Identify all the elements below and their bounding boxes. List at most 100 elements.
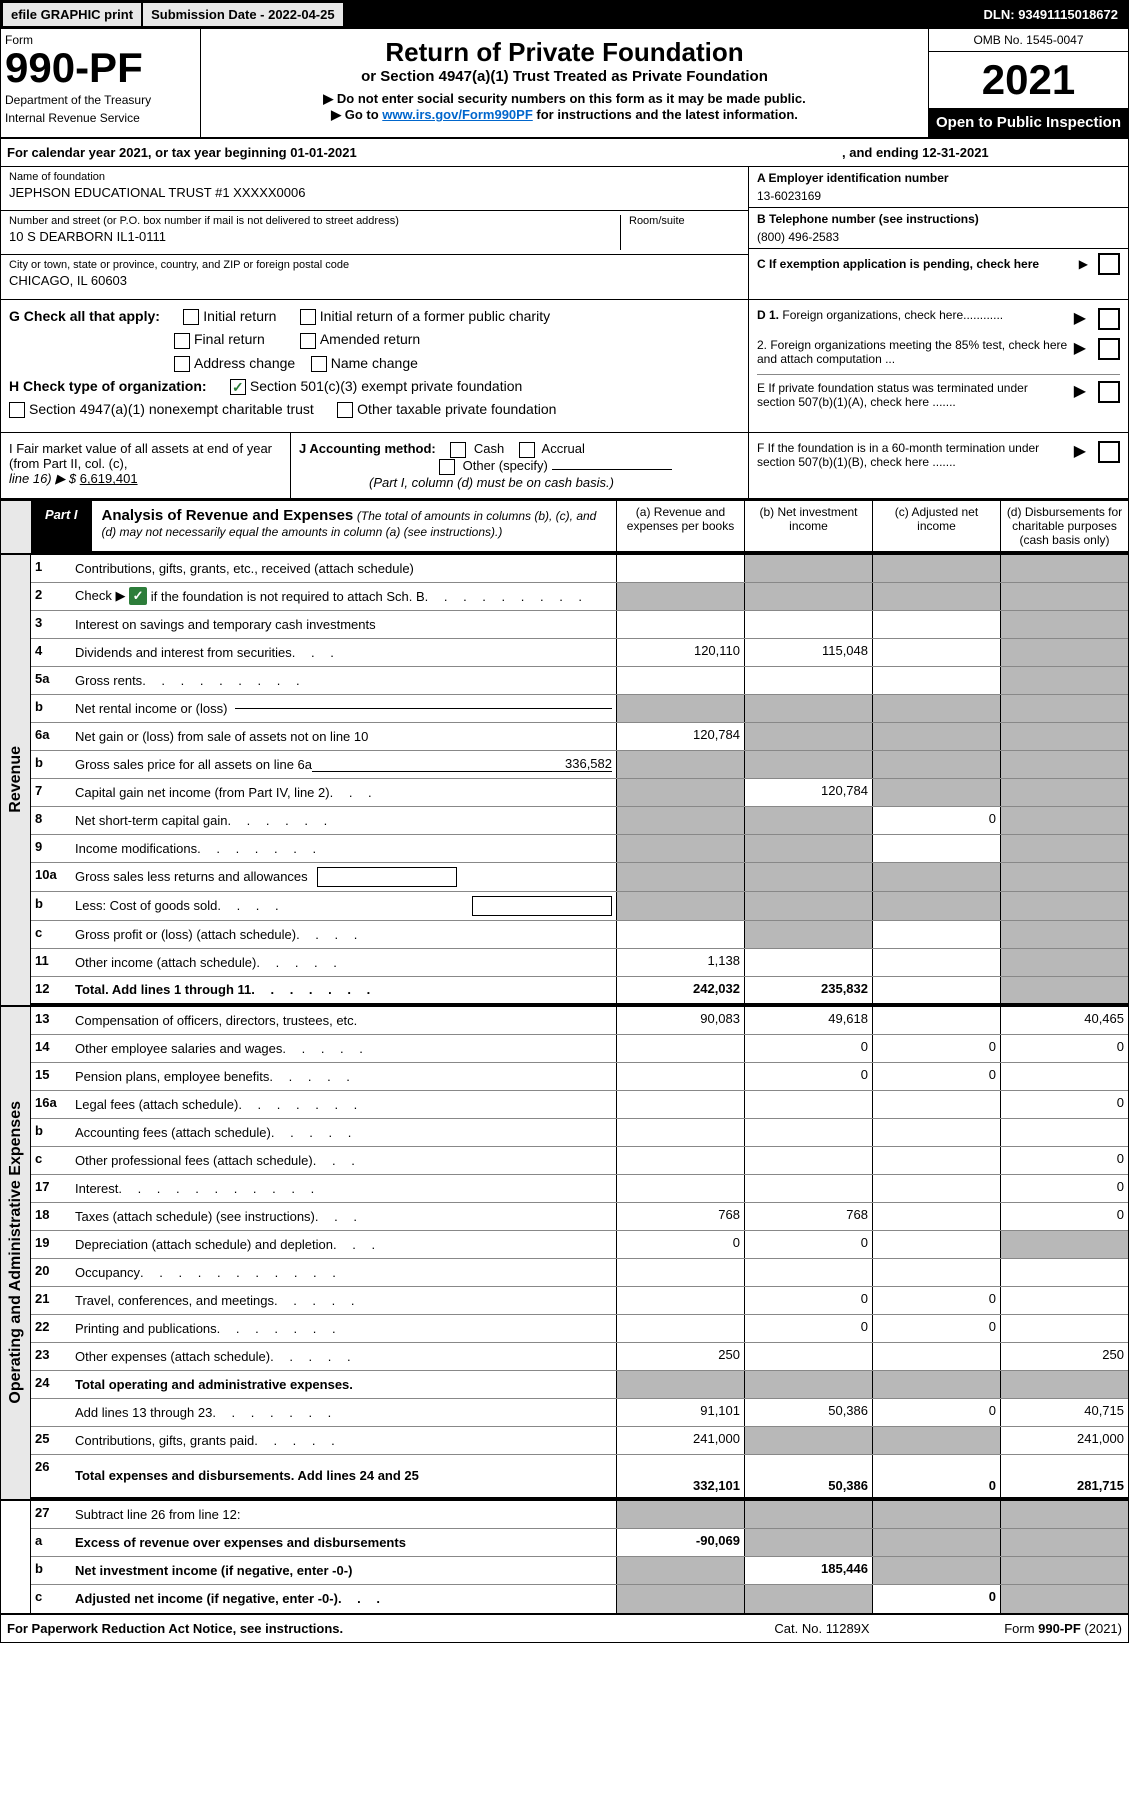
r13-b: 49,618 xyxy=(744,1007,872,1034)
r4-a: 120,110 xyxy=(616,639,744,666)
r19-a: 0 xyxy=(616,1231,744,1258)
calendar-begin: For calendar year 2021, or tax year begi… xyxy=(7,145,842,160)
r6b: Gross sales price for all assets on line… xyxy=(71,751,616,778)
form-subtitle: or Section 4947(a)(1) Trust Treated as P… xyxy=(209,68,920,85)
form-footer: Form 990-PF (2021) xyxy=(922,1621,1122,1636)
ein-value: 13-6023169 xyxy=(757,185,1120,203)
h-row: H Check type of organization: Section 50… xyxy=(9,378,740,395)
final-return-checkbox[interactable] xyxy=(174,333,190,349)
other-taxable-checkbox[interactable] xyxy=(337,402,353,418)
initial-return-checkbox[interactable] xyxy=(183,309,199,325)
open-public: Open to Public Inspection xyxy=(929,108,1128,137)
street-address: 10 S DEARBORN IL1-0111 xyxy=(9,227,620,244)
h-label: H Check type of organization: xyxy=(9,378,207,394)
r3: Interest on savings and temporary cash i… xyxy=(71,611,616,638)
phone-value: (800) 496-2583 xyxy=(757,226,1120,244)
d2-label: 2. Foreign organizations meeting the 85%… xyxy=(757,338,1068,366)
r24: Total operating and administrative expen… xyxy=(71,1371,616,1398)
r7-b: 120,784 xyxy=(744,779,872,806)
r18-a: 768 xyxy=(616,1203,744,1230)
r4-b: 115,048 xyxy=(744,639,872,666)
f-checkbox[interactable] xyxy=(1098,441,1120,463)
r16c-d: 0 xyxy=(1000,1147,1128,1174)
r18: Taxes (attach schedule) (see instruction… xyxy=(71,1203,616,1230)
ein-label: A Employer identification number xyxy=(757,171,1120,185)
r24-a: 91,101 xyxy=(616,1399,744,1426)
r5b: Net rental income or (loss) xyxy=(71,695,616,722)
e-checkbox[interactable] xyxy=(1098,381,1120,403)
d2-checkbox[interactable] xyxy=(1098,338,1120,360)
dln-label: DLN: 93491115018672 xyxy=(976,3,1126,26)
d1-checkbox[interactable] xyxy=(1098,308,1120,330)
foundation-name: JEPHSON EDUCATIONAL TRUST #1 XXXXX0006 xyxy=(9,183,740,200)
i-label: I Fair market value of all assets at end… xyxy=(9,441,282,471)
accrual-checkbox[interactable] xyxy=(519,442,535,458)
r15-c: 0 xyxy=(872,1063,1000,1090)
r27a-a: -90,069 xyxy=(616,1529,744,1556)
note2-pre: ▶ Go to xyxy=(331,107,382,122)
r10b: Less: Cost of goods sold . . . . xyxy=(71,892,616,920)
g3-label: Final return xyxy=(194,331,265,347)
arrow-icon: ▶ xyxy=(1079,257,1088,271)
r26-d: 281,715 xyxy=(1000,1455,1128,1497)
r16a: Legal fees (attach schedule) . . . . . .… xyxy=(71,1091,616,1118)
r6a: Net gain or (loss) from sale of assets n… xyxy=(71,723,616,750)
r11-a: 1,138 xyxy=(616,949,744,976)
paperwork-notice: For Paperwork Reduction Act Notice, see … xyxy=(7,1621,722,1636)
exemption-checkbox[interactable] xyxy=(1098,253,1120,275)
r24-b: 50,386 xyxy=(744,1399,872,1426)
r27: Subtract line 26 from line 12: xyxy=(71,1501,616,1528)
j-note: (Part I, column (d) must be on cash basi… xyxy=(369,475,614,490)
arrow-icon: ▶ xyxy=(1074,381,1086,401)
r15: Pension plans, employee benefits . . . .… xyxy=(71,1063,616,1090)
r18-d: 0 xyxy=(1000,1203,1128,1230)
submission-date: Submission Date - 2022-04-25 xyxy=(143,3,343,26)
h3-label: Other taxable private foundation xyxy=(357,401,556,417)
r14: Other employee salaries and wages . . . … xyxy=(71,1035,616,1062)
r19-b: 0 xyxy=(744,1231,872,1258)
h1-label: Section 501(c)(3) exempt private foundat… xyxy=(250,378,522,394)
r27a: Excess of revenue over expenses and disb… xyxy=(71,1529,616,1556)
g-label: G Check all that apply: xyxy=(9,308,160,324)
address-change-checkbox[interactable] xyxy=(174,356,190,372)
arrow-icon: ▶ xyxy=(1074,338,1086,358)
amended-return-checkbox[interactable] xyxy=(300,333,316,349)
r16c: Other professional fees (attach schedule… xyxy=(71,1147,616,1174)
r5a: Gross rents . . . . . . . . . xyxy=(71,667,616,694)
r17: Interest . . . . . . . . . . . xyxy=(71,1175,616,1202)
irs-link[interactable]: www.irs.gov/Form990PF xyxy=(382,107,533,122)
r22-b: 0 xyxy=(744,1315,872,1342)
name-change-checkbox[interactable] xyxy=(311,356,327,372)
r2: Check ▶ ✓ if the foundation is not requi… xyxy=(71,583,616,610)
omb-number: OMB No. 1545-0047 xyxy=(929,29,1128,52)
r27c-c: 0 xyxy=(872,1585,1000,1613)
note2-post: for instructions and the latest informat… xyxy=(536,107,797,122)
h2-label: Section 4947(a)(1) nonexempt charitable … xyxy=(29,401,314,417)
r23-d: 250 xyxy=(1000,1343,1128,1370)
g2-label: Initial return of a former public charit… xyxy=(320,308,550,324)
former-charity-checkbox[interactable] xyxy=(300,309,316,325)
r20: Occupancy . . . . . . . . . . . xyxy=(71,1259,616,1286)
r25-d: 241,000 xyxy=(1000,1427,1128,1454)
g4-label: Amended return xyxy=(320,331,420,347)
r17-d: 0 xyxy=(1000,1175,1128,1202)
4947-checkbox[interactable] xyxy=(9,402,25,418)
arrow-icon: ▶ xyxy=(1074,308,1086,328)
r21-b: 0 xyxy=(744,1287,872,1314)
r26: Total expenses and disbursements. Add li… xyxy=(71,1455,616,1497)
cash-checkbox[interactable] xyxy=(450,442,466,458)
501c3-checkbox[interactable] xyxy=(230,379,246,395)
r15-b: 0 xyxy=(744,1063,872,1090)
col-a-header: (a) Revenue and expenses per books xyxy=(616,501,744,551)
r27b: Net investment income (if negative, ente… xyxy=(71,1557,616,1584)
name-label: Name of foundation xyxy=(9,171,740,183)
r14-c: 0 xyxy=(872,1035,1000,1062)
r13-d: 40,465 xyxy=(1000,1007,1128,1034)
form-number: 990-PF xyxy=(5,47,196,89)
other-method-checkbox[interactable] xyxy=(439,459,455,475)
fmv-value: 6,619,401 xyxy=(80,471,138,486)
r12-b: 235,832 xyxy=(744,977,872,1003)
r22: Printing and publications . . . . . . . xyxy=(71,1315,616,1342)
r10c: Gross profit or (loss) (attach schedule)… xyxy=(71,921,616,948)
r26-a: 332,101 xyxy=(616,1455,744,1497)
